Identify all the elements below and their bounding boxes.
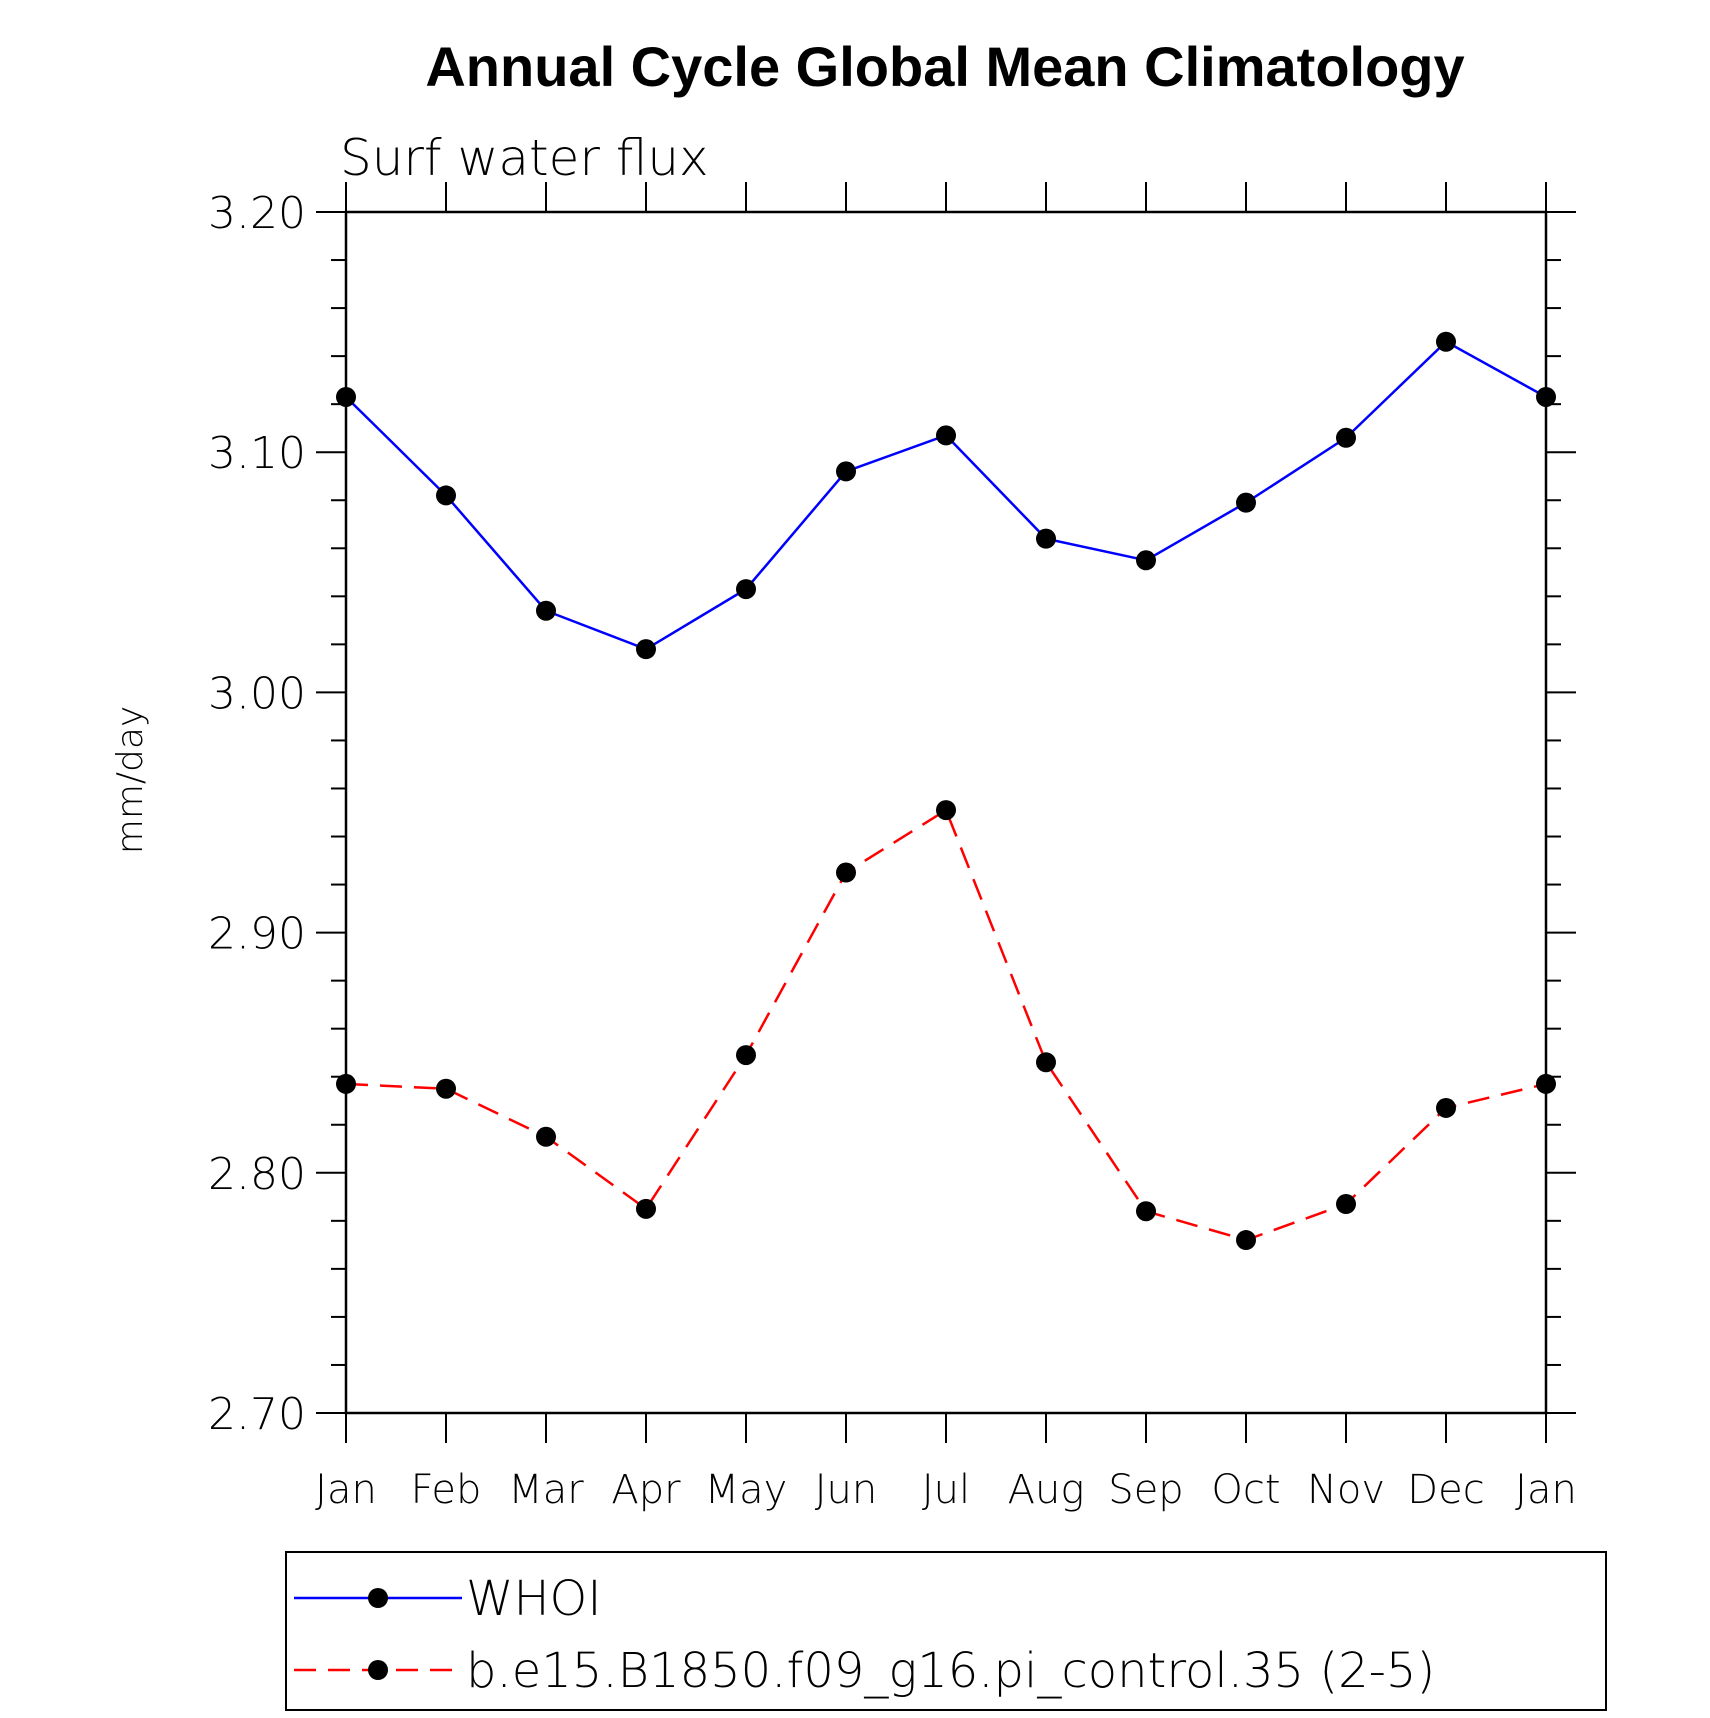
series-2-point [336, 1073, 356, 1094]
x-tick-label: Jul [922, 1467, 970, 1513]
x-tick-label: Jan [1515, 1467, 1577, 1513]
series-2-point [536, 1126, 556, 1147]
series-2-point [1136, 1201, 1156, 1222]
y-tick-label: 3.10 [208, 428, 306, 479]
series-2-point [1236, 1230, 1256, 1251]
x-tick-label: May [705, 1467, 788, 1513]
series-1-point [1136, 550, 1156, 571]
x-tick-label: Apr [611, 1467, 681, 1513]
x-tick-label: Jan [315, 1467, 377, 1513]
legend-box [285, 1551, 1607, 1711]
series-1-point [1536, 386, 1556, 407]
series-line-1 [345, 340, 1547, 651]
y-tick-label: 3.00 [208, 668, 306, 719]
y-tick-label: 2.90 [208, 909, 306, 960]
x-tick-labels: Jan Feb Mar Apr May Jun Jul Aug Sep Oct Nov Dec Jan [315, 1467, 1577, 1513]
series-2-point [636, 1198, 656, 1219]
x-tick-label: Dec [1407, 1467, 1484, 1513]
y-tick-label: 2.70 [208, 1389, 306, 1440]
y-tick-label: 3.20 [208, 188, 306, 239]
series-2-point [1336, 1194, 1356, 1215]
series-1-point [1236, 492, 1256, 513]
x-tick-label: Jun [815, 1467, 878, 1513]
series-1-point [836, 461, 856, 482]
series-1-point [536, 600, 556, 621]
y-axis-label: mm/day [110, 706, 151, 854]
legend-marker-2 [368, 1660, 388, 1680]
series-1-point [636, 639, 656, 660]
legend-marker-1 [368, 1588, 388, 1608]
x-tick-label: Mar [508, 1467, 584, 1513]
x-tick-label: Feb [411, 1467, 482, 1513]
y-tick-labels: 3.20 3.10 3.00 2.90 2.80 2.70 [208, 188, 306, 1440]
series-1-point [1436, 331, 1456, 352]
series-1-point [936, 425, 956, 446]
chart-subtitle: Surf water flux [340, 129, 709, 187]
series-1-point [1036, 528, 1056, 549]
legend-label-1: WHOI [466, 1571, 602, 1627]
series-1-point [736, 579, 756, 600]
y-tick-label: 2.80 [208, 1149, 306, 1200]
series-1-point [1336, 427, 1356, 448]
legend: WHOI b.e15.B1850.f09_g16.pi_control.35 (2… [285, 1551, 1607, 1711]
series-1-point [436, 485, 456, 506]
x-tick-label: Sep [1108, 1467, 1183, 1513]
plot-axes [316, 182, 1576, 1443]
series-2-point [736, 1045, 756, 1066]
legend-label-2: b.e15.B1850.f09_g16.pi_control.35 (2-5) [466, 1643, 1435, 1699]
series-1-point [336, 386, 356, 407]
series-2-point [1436, 1097, 1456, 1118]
x-tick-label: Oct [1211, 1467, 1280, 1513]
series-line-2 [345, 808, 1547, 1242]
series-2-point [836, 862, 856, 883]
series-2-point [436, 1078, 456, 1099]
x-tick-label: Nov [1307, 1467, 1385, 1513]
series-2-point [936, 800, 956, 821]
chart-title: Annual Cycle Global Mean Climatology [425, 35, 1464, 98]
series-layer [336, 331, 1556, 1251]
series-2-point [1036, 1052, 1056, 1073]
series-2-point [1536, 1073, 1556, 1094]
x-tick-label: Aug [1008, 1467, 1085, 1513]
